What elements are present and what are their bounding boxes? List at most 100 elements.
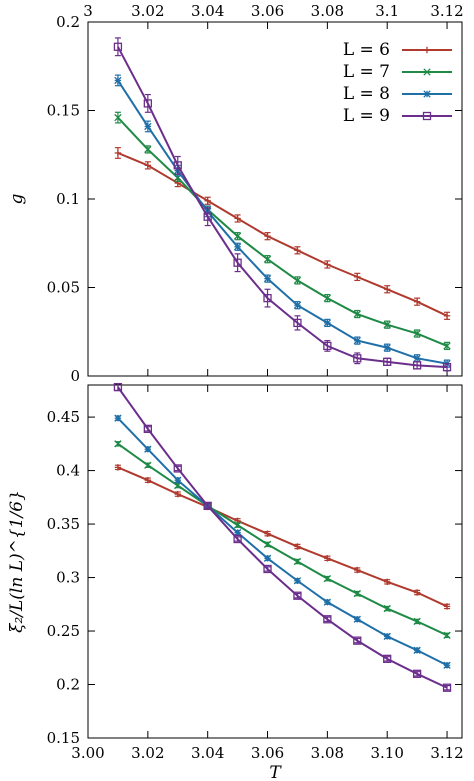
marker-plus [114, 464, 122, 471]
marker-cross [174, 481, 182, 490]
marker-square [353, 354, 362, 363]
series-4 [113, 382, 452, 692]
series-line [117, 116, 448, 347]
y-tick-label: 0.4 [56, 462, 80, 480]
marker-square [323, 341, 332, 351]
top-panel: 3 3.02 3.04 3.06 3.08 3.1 3.12 0 0.05 0.1 0.15 0.2 g… [7, 2, 464, 385]
x-tick-label: 3.12 [430, 744, 463, 762]
marker-plus [324, 261, 331, 268]
marker-square [383, 654, 392, 663]
marker-star [114, 414, 122, 422]
marker-cross [144, 461, 152, 469]
marker-star [323, 319, 332, 327]
marker-square [422, 111, 432, 121]
marker-star [174, 476, 182, 484]
marker-square [233, 534, 242, 544]
marker-star [144, 122, 152, 131]
legend: L = 6L = 7L = 8L = 9 [343, 40, 452, 126]
marker-star [413, 646, 421, 654]
x-tick-label: 3 [83, 2, 93, 20]
marker-square [263, 564, 272, 574]
marker-square [353, 636, 362, 645]
marker-plus [384, 286, 391, 293]
marker-star [263, 274, 272, 283]
x-axis-label: T [269, 763, 282, 781]
y-tick-label: 0.25 [47, 622, 80, 640]
marker-star [443, 661, 451, 669]
series-3 [114, 414, 451, 669]
marker-square [293, 318, 302, 328]
series-4 [113, 37, 452, 372]
marker-square [203, 212, 212, 221]
y-tick-label: 0.45 [47, 408, 80, 426]
marker-cross [443, 631, 451, 639]
marker-plus [413, 589, 421, 596]
marker-square [263, 293, 272, 303]
marker-cross [323, 574, 332, 583]
marker-plus [174, 490, 181, 498]
legend-label: L = 9 [343, 106, 390, 126]
marker-square [203, 501, 212, 511]
series-line [117, 443, 448, 637]
marker-plus [443, 603, 451, 610]
y-tick-label: 0.2 [56, 676, 80, 694]
marker-plus [114, 149, 122, 157]
marker-star [413, 354, 421, 362]
series-line [117, 79, 448, 365]
marker-square [233, 258, 242, 267]
legend-label: L = 6 [343, 40, 390, 60]
marker-square [113, 42, 123, 51]
y-tick-label: 0.2 [56, 13, 80, 31]
series-line [117, 386, 448, 689]
marker-cross [353, 589, 361, 598]
marker-plus [413, 298, 421, 305]
marker-star [233, 243, 242, 251]
marker-plus [384, 578, 391, 586]
marker-plus [294, 543, 301, 550]
marker-square [173, 161, 182, 170]
marker-plus [144, 477, 152, 484]
marker-cross [423, 68, 431, 76]
x-tick-label: 3.04 [191, 2, 224, 20]
marker-cross [383, 604, 391, 613]
marker-plus [264, 232, 271, 240]
marker-plus [324, 555, 331, 562]
marker-square [412, 361, 422, 370]
marker-star [383, 344, 391, 352]
marker-cross [144, 145, 152, 154]
marker-square [383, 357, 392, 366]
marker-square [293, 591, 302, 600]
marker-plus [144, 162, 152, 169]
marker-cross [413, 617, 421, 626]
marker-square [412, 669, 422, 678]
y-tick-label: 0.1 [56, 190, 80, 208]
plot-frame [87, 384, 463, 739]
x-tick-label: 3.12 [430, 2, 463, 20]
marker-star [144, 445, 152, 453]
series-line [117, 417, 448, 667]
marker-square [323, 615, 332, 624]
series-3 [114, 74, 451, 368]
marker-cross [114, 440, 122, 448]
marker-plus [234, 215, 241, 222]
marker-cross [293, 557, 302, 566]
x-tick-label: 3.04 [191, 744, 224, 762]
marker-square [173, 464, 182, 473]
marker-cross [293, 276, 302, 285]
y-tick-label: 0.35 [47, 515, 80, 533]
series-1 [114, 147, 451, 320]
marker-plus [443, 312, 451, 320]
plot-frame [87, 21, 463, 377]
x-tick-label: 3.06 [251, 2, 284, 20]
marker-plus [354, 273, 361, 281]
x-tick-label: 3.10 [370, 744, 403, 762]
y-tick-label: 0.15 [47, 729, 80, 747]
y-tick-label: 0.3 [56, 569, 80, 587]
y-tick-label: 0 [70, 367, 80, 385]
marker-star [233, 528, 242, 537]
y-tick-label: 0.15 [47, 102, 80, 120]
marker-square [442, 362, 452, 372]
series-line [117, 46, 448, 369]
marker-cross [383, 321, 391, 329]
